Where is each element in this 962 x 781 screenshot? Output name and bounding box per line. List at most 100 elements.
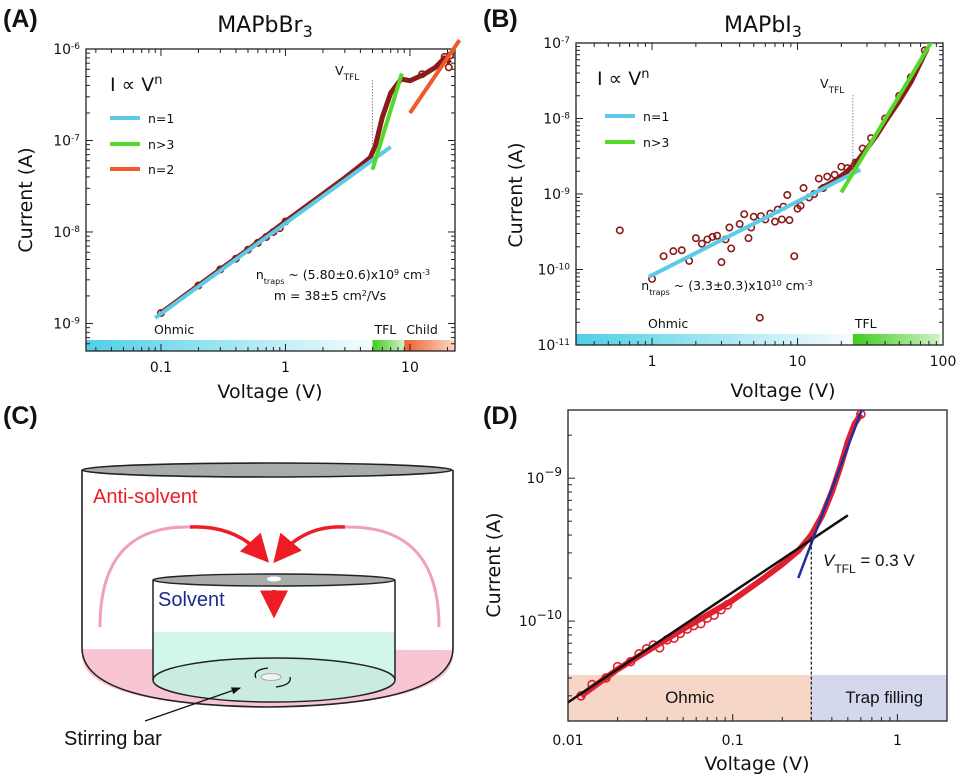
stirring-bar-pointer [144, 687, 242, 722]
fit-line-2 [839, 43, 934, 194]
data-point [843, 164, 852, 173]
region-label: Trap filling [845, 688, 923, 707]
data-point [722, 600, 733, 610]
data-point [716, 604, 726, 615]
x-axis-label: Voltage (V) [217, 381, 322, 403]
drop [267, 576, 281, 582]
data-point [749, 212, 758, 221]
x-axis-label: Voltage (V) [730, 380, 835, 402]
annotation-part: 10 [772, 279, 782, 288]
tick-base: 10 [53, 316, 71, 332]
data-point [709, 610, 719, 620]
outer-beaker-wall [81, 470, 454, 708]
ticks [575, 42, 944, 346]
solvent-label: Solvent [158, 589, 225, 611]
region-bar-ohmic [86, 340, 373, 351]
data-point [790, 252, 799, 261]
data-point [654, 643, 665, 653]
data-point [744, 234, 753, 243]
region-label: TFL [854, 316, 877, 331]
x-tick-label: 1 [281, 360, 290, 376]
tick-exponent: -8 [561, 112, 570, 122]
data-point [717, 258, 726, 267]
x-tick-label: 1 [648, 354, 657, 370]
stirring-bar-label: Stirring bar [64, 728, 162, 750]
title-subscript: 3 [792, 22, 802, 41]
inner-dish-wall [152, 580, 396, 680]
y-tick-label: 10-10 [537, 263, 570, 279]
y-tick-label: 10−9 [526, 465, 562, 487]
y-tick-label: 10-11 [537, 338, 570, 354]
data-point [708, 232, 717, 241]
y-tick-label: 10-7 [543, 36, 570, 52]
tick-exponent: -11 [555, 338, 570, 348]
fit-line [797, 410, 864, 579]
vtfl-value: = 0.3 V [856, 551, 916, 570]
annotation-part: cm [399, 267, 422, 282]
ticks [567, 434, 948, 722]
annotation: ntraps ~ (5.80±0.6)x109 cm-3 [256, 267, 430, 286]
tick-exponent: -9 [71, 316, 80, 326]
annotation-part: traps [264, 277, 285, 286]
data-point [418, 70, 427, 79]
data-point [601, 673, 611, 683]
tick-base: 10 [537, 338, 555, 354]
anti-solvent-label: Anti-solvent [93, 486, 198, 508]
data-point [814, 174, 823, 183]
power-law-exponent: n [154, 73, 162, 88]
power-law-exponent: n [641, 67, 649, 82]
y-axis-label: Current (A) [15, 147, 37, 252]
x-tick-label: 0.1 [150, 360, 172, 376]
data-point [770, 217, 779, 226]
arc-right [344, 525, 441, 628]
tick-exponent: −9 [544, 465, 562, 479]
data-point [697, 239, 706, 248]
outer-beaker-rim [81, 462, 453, 478]
arc-left [98, 525, 191, 628]
vtfl-v: V [335, 63, 344, 78]
fit-line [568, 514, 849, 704]
power-law-label: I ∝ Vn [597, 67, 650, 91]
panel-label: (C) [3, 402, 38, 430]
data-point [669, 247, 678, 256]
x-tick-label: 10 [789, 354, 807, 370]
chart-title: MAPbBr3 [217, 13, 313, 41]
tick-base: 10 [543, 187, 561, 203]
plot-area [615, 43, 934, 322]
annotation: ntraps ~ (3.3±0.3)x1010 cm-3 [641, 278, 812, 297]
vtfl-v: V [823, 551, 836, 570]
vtfl-sub: TFL [343, 73, 360, 83]
tick-base: 10 [526, 471, 544, 487]
y-tick-label: 10-8 [53, 225, 80, 241]
data-point [659, 252, 668, 261]
vtfl-sub: TFL [828, 86, 845, 96]
annotation-part: traps [649, 288, 670, 297]
x-tick-label: 1 [893, 733, 902, 749]
data-point [796, 201, 805, 210]
data-curve [817, 47, 930, 192]
title-subscript: 3 [303, 22, 313, 41]
data-point [830, 170, 839, 179]
annotation-part: ~ (3.3±0.3)x10 [670, 278, 772, 293]
annotation-part: 2 [362, 289, 367, 298]
data-point [740, 210, 749, 219]
tick-exponent: -7 [561, 36, 570, 46]
data-point [691, 234, 700, 243]
x-tick-label: 0.1 [722, 733, 744, 749]
data-point [444, 63, 453, 72]
region-label: Child [406, 322, 438, 337]
y-tick-label: 10-7 [53, 133, 80, 149]
panel-label: (D) [483, 402, 518, 430]
tick-base: 10 [537, 263, 555, 279]
y-tick-label: 10-9 [543, 187, 570, 203]
plot-area [154, 39, 462, 320]
annotation-part: /Vs [367, 288, 386, 303]
data-point [823, 172, 832, 181]
legend-label: n=1 [148, 111, 174, 126]
chart-title: MAPbI3 [724, 13, 802, 41]
plot-frame [567, 409, 948, 722]
data-point [735, 220, 744, 229]
